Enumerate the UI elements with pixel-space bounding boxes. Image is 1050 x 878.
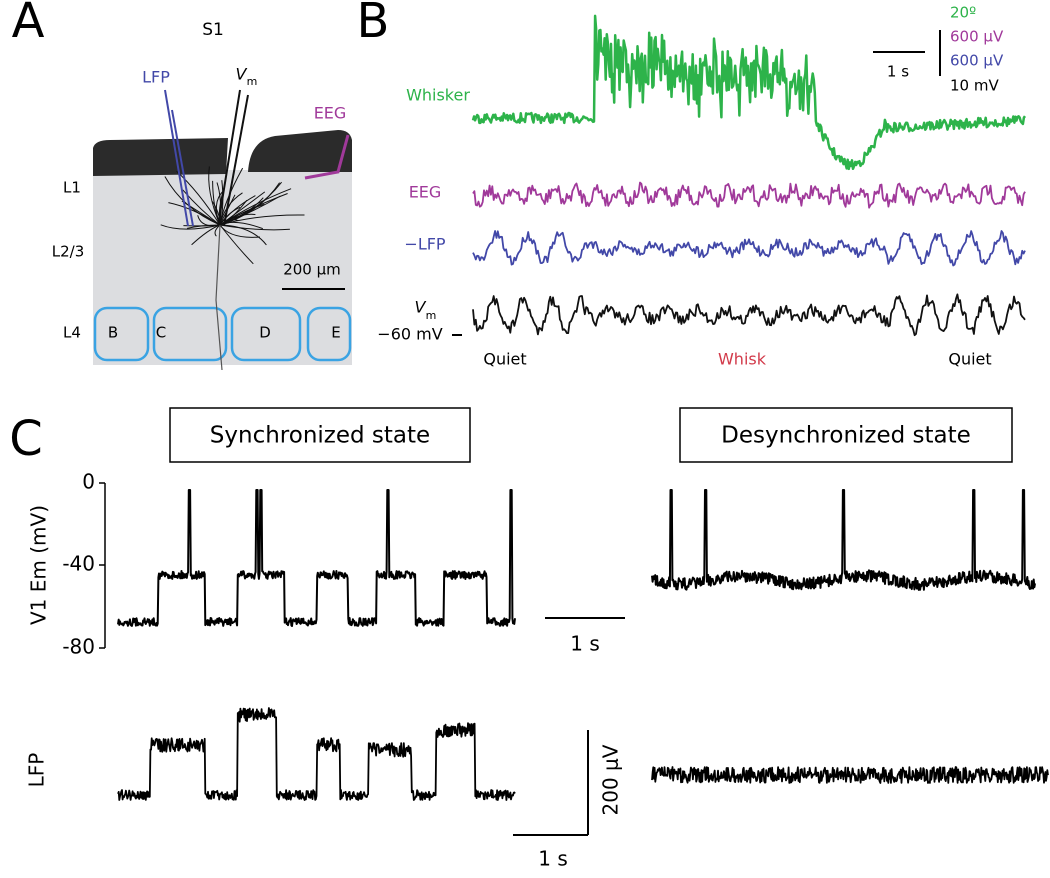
- barrel-label: B: [108, 324, 118, 342]
- eeg-trace: [472, 181, 1026, 209]
- title-box: [169, 407, 471, 463]
- electrode: [171, 109, 194, 227]
- electrode-label: LFP: [142, 68, 170, 87]
- vm-trace: [651, 489, 1036, 591]
- dendrite: [219, 195, 256, 226]
- skull: [248, 130, 352, 172]
- y-tick-label: -40: [62, 552, 95, 576]
- panel-title: Desynchronized state: [721, 423, 971, 449]
- scale-label: 200 μV: [599, 744, 623, 815]
- trace-label: Whisker: [406, 86, 470, 105]
- panel-label: A: [12, 0, 45, 49]
- electrode: [164, 89, 189, 227]
- panel-label: B: [357, 0, 390, 49]
- scale-label: 200 μm: [283, 261, 341, 279]
- skull: [93, 138, 228, 176]
- layer-label: L2/3: [52, 243, 85, 261]
- electrode-label: EEG: [314, 104, 347, 123]
- y-tick-label: -80: [62, 635, 95, 659]
- whisker-trace: [471, 14, 1027, 171]
- electrode: [223, 94, 249, 227]
- scale-label: 20º: [950, 4, 976, 22]
- dendrite: [164, 176, 221, 226]
- layer-label: L1: [63, 179, 81, 197]
- vm-trace: [472, 293, 1026, 337]
- barrel-label: C: [156, 324, 166, 342]
- scale-label: 1 s: [538, 847, 568, 871]
- dendrite: [160, 224, 221, 230]
- electrode-label: m: [247, 75, 258, 88]
- scale-label: 1 s: [887, 63, 909, 81]
- electrode-label: V: [236, 65, 248, 84]
- electrode: [304, 134, 350, 180]
- axis-label: LFP: [25, 753, 49, 788]
- panel-title: Synchronized state: [210, 423, 430, 449]
- state-label: Whisk: [718, 350, 767, 369]
- scale-label: 10 mV: [950, 77, 999, 95]
- dendrite: [219, 224, 254, 265]
- trace-label: m: [426, 309, 437, 322]
- state-label: Quiet: [483, 350, 526, 369]
- axon: [215, 224, 223, 371]
- trace-label: −LFP: [404, 235, 446, 254]
- vm-trace: [117, 489, 516, 627]
- trace-label: −60 mV: [377, 325, 442, 344]
- trace-label: V: [415, 298, 427, 317]
- axis-label: V1 Em (mV): [27, 505, 51, 625]
- dendrite: [219, 182, 281, 226]
- lfp-trace: [472, 230, 1026, 267]
- barrel-label: E: [331, 324, 340, 342]
- electrode: [217, 89, 241, 227]
- lfp-trace: [651, 766, 1049, 784]
- region-label: S1: [202, 20, 224, 40]
- barrel: [152, 306, 228, 362]
- dendrite: [219, 191, 266, 226]
- state-label: Quiet: [948, 350, 991, 369]
- scale-label: 600 μV: [950, 52, 1004, 70]
- dendrite: [219, 224, 290, 231]
- scale-label: 1 s: [570, 632, 600, 656]
- trace-label: EEG: [409, 183, 442, 202]
- dendrite: [176, 170, 221, 226]
- barrel-label: D: [259, 324, 271, 342]
- title-box: [679, 407, 1013, 463]
- barrel: [93, 306, 150, 362]
- panel-label: C: [9, 411, 43, 467]
- lfp-trace: [117, 707, 516, 801]
- barrel: [306, 306, 352, 362]
- layer-label: L4: [63, 324, 81, 342]
- dendrite: [197, 215, 221, 227]
- y-tick-label: 0: [82, 470, 95, 494]
- scale-label: 600 μV: [950, 28, 1004, 46]
- barrel: [230, 306, 302, 362]
